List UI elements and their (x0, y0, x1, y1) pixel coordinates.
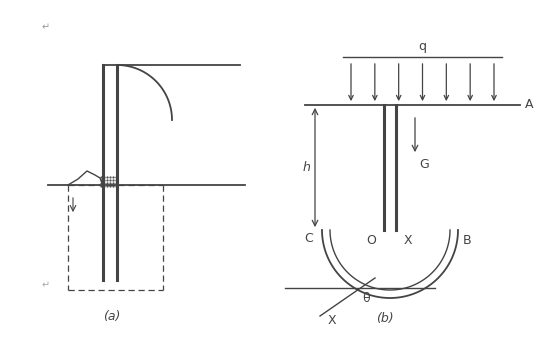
Text: θ: θ (362, 292, 370, 305)
Text: (a): (a) (103, 310, 121, 323)
Text: G: G (419, 158, 429, 171)
Text: h: h (302, 161, 310, 174)
Text: B: B (463, 234, 472, 247)
Text: X: X (328, 314, 336, 327)
Text: O: O (366, 234, 376, 247)
Text: (b): (b) (376, 312, 394, 325)
Text: C: C (304, 232, 313, 245)
Text: ↵: ↵ (42, 22, 50, 32)
Text: A: A (525, 98, 533, 111)
Text: X: X (404, 234, 412, 247)
Text: ↵: ↵ (42, 280, 50, 290)
Text: q: q (418, 40, 426, 53)
